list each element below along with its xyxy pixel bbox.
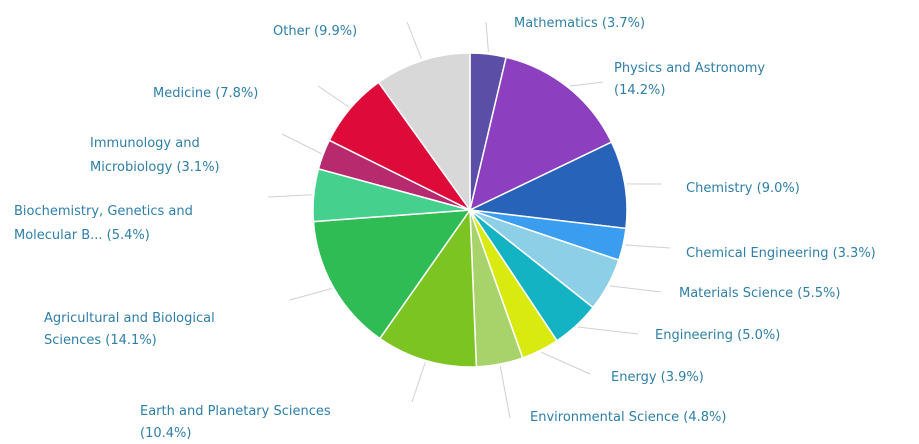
slice-label-line: Biochemistry, Genetics and — [14, 204, 193, 219]
slice-label: Materials Science (5.5%) — [679, 286, 840, 301]
pie-slice-earth-and-planetary-sciences — [378, 207, 478, 368]
leader-line — [499, 366, 511, 419]
slice-label-line: Materials Science (5.5%) — [679, 286, 840, 301]
pie-slice-physics-and-astronomy — [468, 56, 613, 212]
slice-label: Energy (3.9%) — [611, 370, 704, 385]
leader-line — [406, 21, 422, 59]
slice-label-line: Agricultural and Biological — [44, 311, 215, 326]
slice-label-line: Chemistry (9.0%) — [686, 181, 800, 196]
slice-label-line: (10.4%) — [140, 426, 191, 441]
slice-label-line: Engineering (5.0%) — [655, 328, 780, 343]
leader-line — [609, 285, 662, 293]
slice-label-line: Sciences (14.1%) — [44, 333, 157, 348]
pie-slice-other — [377, 52, 471, 213]
leader-line — [289, 288, 332, 301]
slice-label-line: (14.2%) — [614, 83, 665, 98]
leader-line — [569, 81, 604, 87]
slice-label: Chemical Engineering (3.3%) — [686, 246, 876, 261]
slice-label: Environmental Science (4.8%) — [530, 410, 726, 425]
slice-label-line: Energy (3.9%) — [611, 370, 704, 385]
slice-label: Agricultural and Biological Sciences (14.… — [44, 311, 215, 348]
slice-label: Immunology and Microbiology (3.1%) — [90, 136, 220, 175]
leader-line — [317, 85, 350, 108]
leader-line — [411, 362, 426, 403]
slice-label: Medicine (7.8%) — [153, 86, 258, 101]
slice-label-line: Other (9.9%) — [273, 24, 357, 39]
slice-label-line: Physics and Astronomy — [614, 61, 765, 76]
slice-label-line: Molecular B... (5.4%) — [14, 228, 150, 243]
leader-line — [485, 21, 489, 53]
pie-slice-agricultural-and-biological-sciences — [312, 209, 472, 340]
leader-line — [541, 351, 591, 375]
slice-label: Biochemistry, Genetics and Molecular B...… — [14, 204, 193, 243]
leader-line — [577, 326, 639, 335]
slice-label-line: Earth and Planetary Sciences — [140, 404, 331, 419]
leader-line — [281, 133, 322, 155]
slice-label: Chemistry (9.0%) — [686, 181, 800, 196]
slice-label: Engineering (5.0%) — [655, 328, 780, 343]
slice-label: Other (9.9%) — [273, 24, 357, 39]
slice-label-line: Chemical Engineering (3.3%) — [686, 246, 876, 261]
leader-line — [267, 194, 312, 198]
slice-label: Physics and Astronomy (14.2%) — [614, 61, 765, 98]
slice-label-line: Medicine (7.8%) — [153, 86, 258, 101]
pie-slice-chemistry — [467, 141, 628, 230]
slice-label-line: Microbiology (3.1%) — [90, 160, 220, 175]
slice-label-line: Mathematics (3.7%) — [514, 16, 645, 31]
slice-label-line: Immunology and — [90, 136, 200, 151]
slice-label: Mathematics (3.7%) — [514, 16, 645, 31]
slice-label-line: Environmental Science (4.8%) — [530, 410, 726, 425]
leader-line — [625, 244, 671, 249]
slice-label: Earth and Planetary Sciences (10.4%) — [140, 404, 331, 441]
